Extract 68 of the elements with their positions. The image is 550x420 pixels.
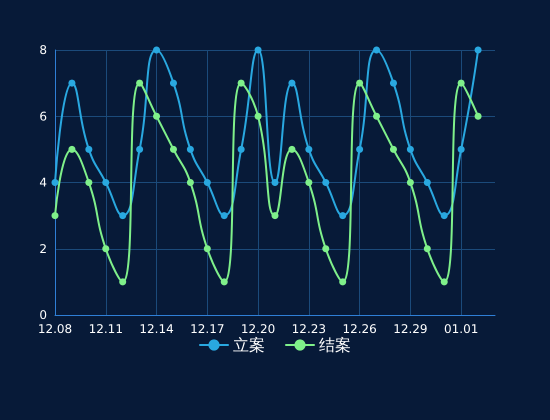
point (322, 245, 330, 252)
point (186, 179, 194, 186)
point (170, 146, 177, 153)
point (339, 212, 346, 220)
point (102, 179, 110, 186)
point (220, 212, 228, 220)
point (85, 146, 92, 153)
point (254, 46, 262, 54)
point (254, 112, 262, 120)
point (305, 146, 312, 153)
x-tick-label: 12.08 (38, 322, 72, 336)
y-tick-label: 6 (39, 109, 47, 124)
x-tick-label: 12.20 (240, 322, 276, 336)
point (52, 212, 58, 220)
point (458, 80, 465, 87)
point (356, 146, 364, 153)
x-tick-label: 12.14 (139, 322, 174, 336)
y-tick-label: 4 (39, 176, 47, 190)
point (440, 278, 448, 286)
point (339, 278, 346, 286)
point (406, 146, 414, 153)
point (220, 278, 228, 286)
point (424, 245, 431, 252)
x-tick-label: 12.29 (393, 322, 428, 336)
point (356, 80, 364, 87)
point (119, 212, 126, 220)
point (136, 80, 144, 87)
point (85, 179, 92, 186)
point (170, 80, 177, 87)
point (186, 146, 194, 153)
x-tick-label: 01.01 (444, 322, 478, 336)
x-tick-label: 12.11 (88, 322, 123, 336)
point (52, 179, 58, 186)
point (424, 179, 431, 186)
point (390, 146, 397, 153)
point (440, 212, 448, 220)
x-tick-label: 12.17 (190, 322, 224, 336)
point (474, 112, 482, 120)
point (238, 146, 245, 153)
point (390, 80, 397, 87)
point (474, 46, 482, 54)
y-tick-label: 0 (39, 308, 47, 322)
point (305, 179, 312, 186)
point (68, 80, 76, 87)
legend-label: 立案 (233, 336, 265, 354)
point (153, 112, 160, 120)
point (288, 146, 296, 153)
point (322, 179, 330, 186)
point (136, 146, 144, 153)
point (68, 146, 76, 153)
point (406, 179, 414, 186)
point (119, 278, 126, 286)
point (373, 112, 380, 120)
point (373, 46, 380, 54)
point (458, 146, 465, 153)
point (102, 245, 110, 252)
point (272, 179, 278, 186)
legend-label: 结案 (319, 336, 351, 354)
point (272, 212, 278, 220)
y-tick-label: 2 (39, 242, 47, 256)
y-tick-label: 8 (39, 43, 47, 57)
x-tick-label: 12.26 (342, 322, 377, 336)
point (204, 179, 211, 186)
point (238, 80, 245, 87)
point (153, 46, 160, 54)
point (204, 245, 211, 252)
x-tick-label: 12.23 (292, 322, 326, 336)
point (288, 80, 296, 87)
